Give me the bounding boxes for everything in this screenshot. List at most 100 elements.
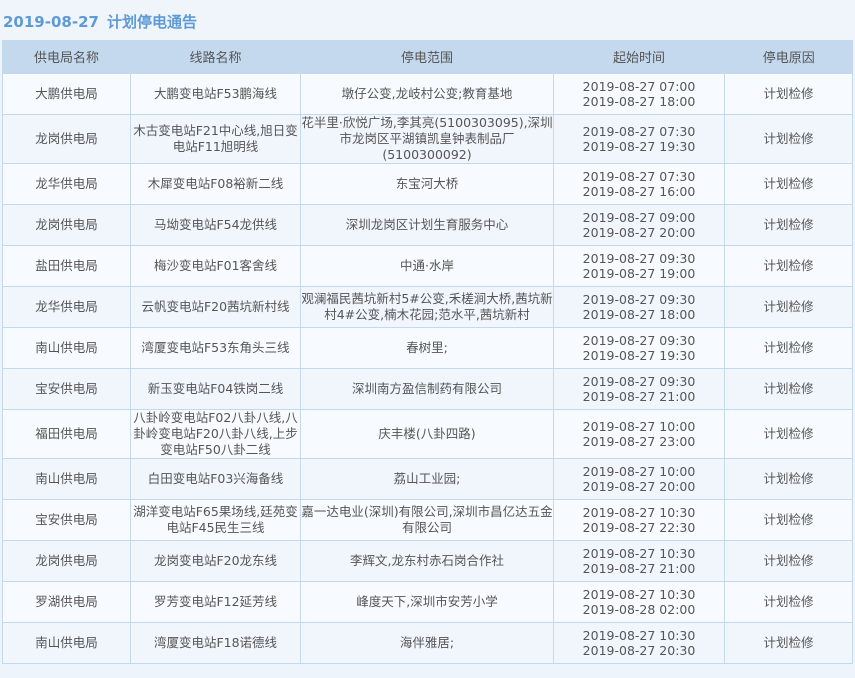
table-row: 罗湖供电局 罗芳变电站F12延芳线 峰度天下,深圳市安芳小学 2019-08-27 1… xyxy=(2,581,853,623)
end-time: 2019-08-27 21:00 xyxy=(582,389,696,404)
cell-line: 梅沙变电站F01客舍线 xyxy=(130,245,301,287)
table-row: 盐田供电局 梅沙变电站F01客舍线 中通·水岸 2019-08-27 09:30 201… xyxy=(2,245,853,287)
start-time: 2019-08-27 10:30 xyxy=(582,546,696,561)
start-time: 2019-08-27 09:30 xyxy=(582,374,696,389)
cell-bureau: 罗湖供电局 xyxy=(2,581,131,623)
cell-bureau: 盐田供电局 xyxy=(2,245,131,287)
cell-reason: 计划检修 xyxy=(724,458,853,500)
end-time: 2019-08-27 19:00 xyxy=(582,266,696,281)
cell-scope: 深圳龙岗区计划生育服务中心 xyxy=(300,204,554,246)
start-time: 2019-08-27 09:00 xyxy=(582,210,696,225)
cell-bureau: 福田供电局 xyxy=(2,409,131,459)
cell-reason: 计划检修 xyxy=(724,622,853,664)
cell-line: 龙岗变电站F20龙东线 xyxy=(130,540,301,582)
cell-bureau: 龙岗供电局 xyxy=(2,114,131,164)
cell-line: 湾厦变电站F18诺德线 xyxy=(130,622,301,664)
cell-time: 2019-08-27 07:30 2019-08-27 16:00 xyxy=(553,163,725,205)
start-time: 2019-08-27 09:30 xyxy=(582,333,696,348)
end-time: 2019-08-27 19:30 xyxy=(582,139,696,154)
cell-bureau: 龙华供电局 xyxy=(2,163,131,205)
cell-reason: 计划检修 xyxy=(724,204,853,246)
cell-reason: 计划检修 xyxy=(724,499,853,541)
cell-bureau: 龙华供电局 xyxy=(2,286,131,328)
start-time: 2019-08-27 09:30 xyxy=(582,251,696,266)
column-header-reason: 停电原因 xyxy=(724,40,853,74)
start-time: 2019-08-27 10:00 xyxy=(582,419,696,434)
cell-time: 2019-08-27 10:30 2019-08-27 20:30 xyxy=(553,622,725,664)
cell-bureau: 南山供电局 xyxy=(2,327,131,369)
cell-line: 大鹏变电站F53鹏海线 xyxy=(130,73,301,115)
cell-time: 2019-08-27 10:30 2019-08-27 21:00 xyxy=(553,540,725,582)
table-header: 供电局名称 线路名称 停电范围 起始时间 停电原因 xyxy=(2,40,853,74)
cell-time: 2019-08-27 10:00 2019-08-27 20:00 xyxy=(553,458,725,500)
cell-reason: 计划检修 xyxy=(724,245,853,287)
cell-scope: 墩仔公变,龙岐村公变;教育基地 xyxy=(300,73,554,115)
cell-bureau: 南山供电局 xyxy=(2,622,131,664)
cell-reason: 计划检修 xyxy=(724,114,853,164)
cell-time: 2019-08-27 10:30 2019-08-27 22:30 xyxy=(553,499,725,541)
table-row: 龙岗供电局 马坳变电站F54龙供线 深圳龙岗区计划生育服务中心 2019-08-27 … xyxy=(2,204,853,246)
cell-reason: 计划检修 xyxy=(724,368,853,410)
end-time: 2019-08-27 18:00 xyxy=(582,94,696,109)
cell-bureau: 龙岗供电局 xyxy=(2,204,131,246)
table-row: 龙岗供电局 龙岗变电站F20龙东线 李辉文,龙东村赤石岗合作社 2019-08-27 … xyxy=(2,540,853,582)
cell-scope: 嘉一达电业(深圳)有限公司,深圳市昌亿达五金有限公司 xyxy=(300,499,554,541)
cell-time: 2019-08-27 09:30 2019-08-27 21:00 xyxy=(553,368,725,410)
cell-scope: 海伴雅居; xyxy=(300,622,554,664)
cell-reason: 计划检修 xyxy=(724,540,853,582)
end-time: 2019-08-28 02:00 xyxy=(582,602,696,617)
column-header-time: 起始时间 xyxy=(553,40,725,74)
cell-scope: 春树里; xyxy=(300,327,554,369)
cell-line: 木古变电站F21中心线,旭日变电站F11旭明线 xyxy=(130,114,301,164)
cell-scope: 李辉文,龙东村赤石岗合作社 xyxy=(300,540,554,582)
notice-date: 2019-08-27 xyxy=(3,13,99,31)
outage-table: 供电局名称 线路名称 停电范围 起始时间 停电原因 大鹏供电局 大鹏变电站F53鹏… xyxy=(2,40,853,664)
start-time: 2019-08-27 07:30 xyxy=(582,169,696,184)
cell-line: 白田变电站F03兴海备线 xyxy=(130,458,301,500)
column-header-bureau: 供电局名称 xyxy=(2,40,131,74)
cell-line: 云帆变电站F20茜坑新村线 xyxy=(130,286,301,328)
cell-line: 木犀变电站F08裕新二线 xyxy=(130,163,301,205)
cell-reason: 计划检修 xyxy=(724,581,853,623)
cell-scope: 东宝河大桥 xyxy=(300,163,554,205)
cell-line: 新玉变电站F04铁岗二线 xyxy=(130,368,301,410)
cell-time: 2019-08-27 09:30 2019-08-27 18:00 xyxy=(553,286,725,328)
cell-scope: 中通·水岸 xyxy=(300,245,554,287)
cell-bureau: 南山供电局 xyxy=(2,458,131,500)
table-row: 南山供电局 湾厦变电站F18诺德线 海伴雅居; 2019-08-27 10:30 201… xyxy=(2,622,853,664)
table-row: 龙华供电局 木犀变电站F08裕新二线 东宝河大桥 2019-08-27 07:30 20… xyxy=(2,163,853,205)
column-header-line: 线路名称 xyxy=(130,40,301,74)
end-time: 2019-08-27 19:30 xyxy=(582,348,696,363)
cell-time: 2019-08-27 10:00 2019-08-27 23:00 xyxy=(553,409,725,459)
cell-reason: 计划检修 xyxy=(724,163,853,205)
end-time: 2019-08-27 20:00 xyxy=(582,225,696,240)
cell-scope: 荔山工业园; xyxy=(300,458,554,500)
cell-reason: 计划检修 xyxy=(724,327,853,369)
table-row: 南山供电局 白田变电站F03兴海备线 荔山工业园; 2019-08-27 10:00 2… xyxy=(2,458,853,500)
start-time: 2019-08-27 10:30 xyxy=(582,505,696,520)
cell-reason: 计划检修 xyxy=(724,73,853,115)
table-row: 大鹏供电局 大鹏变电站F53鹏海线 墩仔公变,龙岐村公变;教育基地 2019-08-2… xyxy=(2,73,853,115)
cell-time: 2019-08-27 09:00 2019-08-27 20:00 xyxy=(553,204,725,246)
table-row: 宝安供电局 湖洋变电站F65果场线,廷苑变电站F45民生三线 嘉一达电业(深圳)有限… xyxy=(2,499,853,541)
start-time: 2019-08-27 07:00 xyxy=(582,79,696,94)
end-time: 2019-08-27 21:00 xyxy=(582,561,696,576)
cell-line: 湖洋变电站F65果场线,廷苑变电站F45民生三线 xyxy=(130,499,301,541)
cell-scope: 观澜福民茜坑新村5#公变,禾槎涧大桥,茜坑新村4#公变,楠木花园;范水平,茜坑新… xyxy=(300,286,554,328)
cell-time: 2019-08-27 09:30 2019-08-27 19:00 xyxy=(553,245,725,287)
start-time: 2019-08-27 10:30 xyxy=(582,587,696,602)
table-row: 龙华供电局 云帆变电站F20茜坑新村线 观澜福民茜坑新村5#公变,禾槎涧大桥,茜坑新… xyxy=(2,286,853,328)
cell-reason: 计划检修 xyxy=(724,409,853,459)
cell-line: 湾厦变电站F53东角头三线 xyxy=(130,327,301,369)
cell-scope: 花半里·欣悦广场,李其亮(5100303095),深圳市龙岗区平湖镇凯皇钟表制品… xyxy=(300,114,554,164)
start-time: 2019-08-27 07:30 xyxy=(582,124,696,139)
cell-time: 2019-08-27 09:30 2019-08-27 19:30 xyxy=(553,327,725,369)
cell-bureau: 宝安供电局 xyxy=(2,499,131,541)
end-time: 2019-08-27 18:00 xyxy=(582,307,696,322)
cell-time: 2019-08-27 07:30 2019-08-27 19:30 xyxy=(553,114,725,164)
cell-time: 2019-08-27 10:30 2019-08-28 02:00 xyxy=(553,581,725,623)
start-time: 2019-08-27 10:30 xyxy=(582,628,696,643)
cell-scope: 庆丰楼(八卦四路) xyxy=(300,409,554,459)
cell-line: 罗芳变电站F12延芳线 xyxy=(130,581,301,623)
table-row: 龙岗供电局 木古变电站F21中心线,旭日变电站F11旭明线 花半里·欣悦广场,李其亮… xyxy=(2,114,853,164)
